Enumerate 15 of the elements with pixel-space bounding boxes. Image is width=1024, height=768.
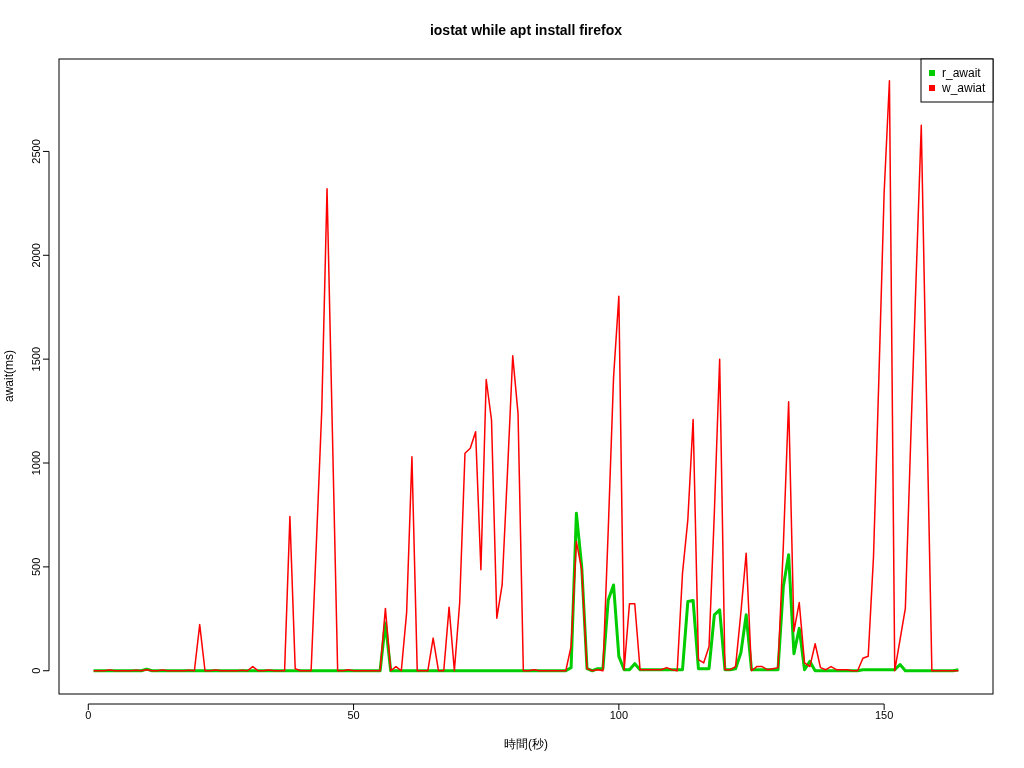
legend-label: r_await xyxy=(942,66,982,80)
y-tick-label: 1000 xyxy=(30,450,42,476)
y-tick-label: 1500 xyxy=(30,346,42,372)
y-axis-title: await(ms) xyxy=(2,349,16,403)
legend-label: w_awiat xyxy=(941,81,987,95)
y-tick-label: 2500 xyxy=(30,139,42,164)
y-tick-label: 500 xyxy=(30,557,42,577)
y-tick-label: 2000 xyxy=(30,243,42,268)
x-tick-label: 100 xyxy=(609,709,629,721)
y-tick-label: 0 xyxy=(30,667,42,674)
x-axis-title: 時間(秒) xyxy=(504,737,548,751)
chart-title: iostat while apt install firefox xyxy=(429,22,623,38)
x-tick-label: 150 xyxy=(874,709,894,721)
x-tick-label: 0 xyxy=(85,709,92,721)
x-tick-label: 50 xyxy=(347,709,360,721)
